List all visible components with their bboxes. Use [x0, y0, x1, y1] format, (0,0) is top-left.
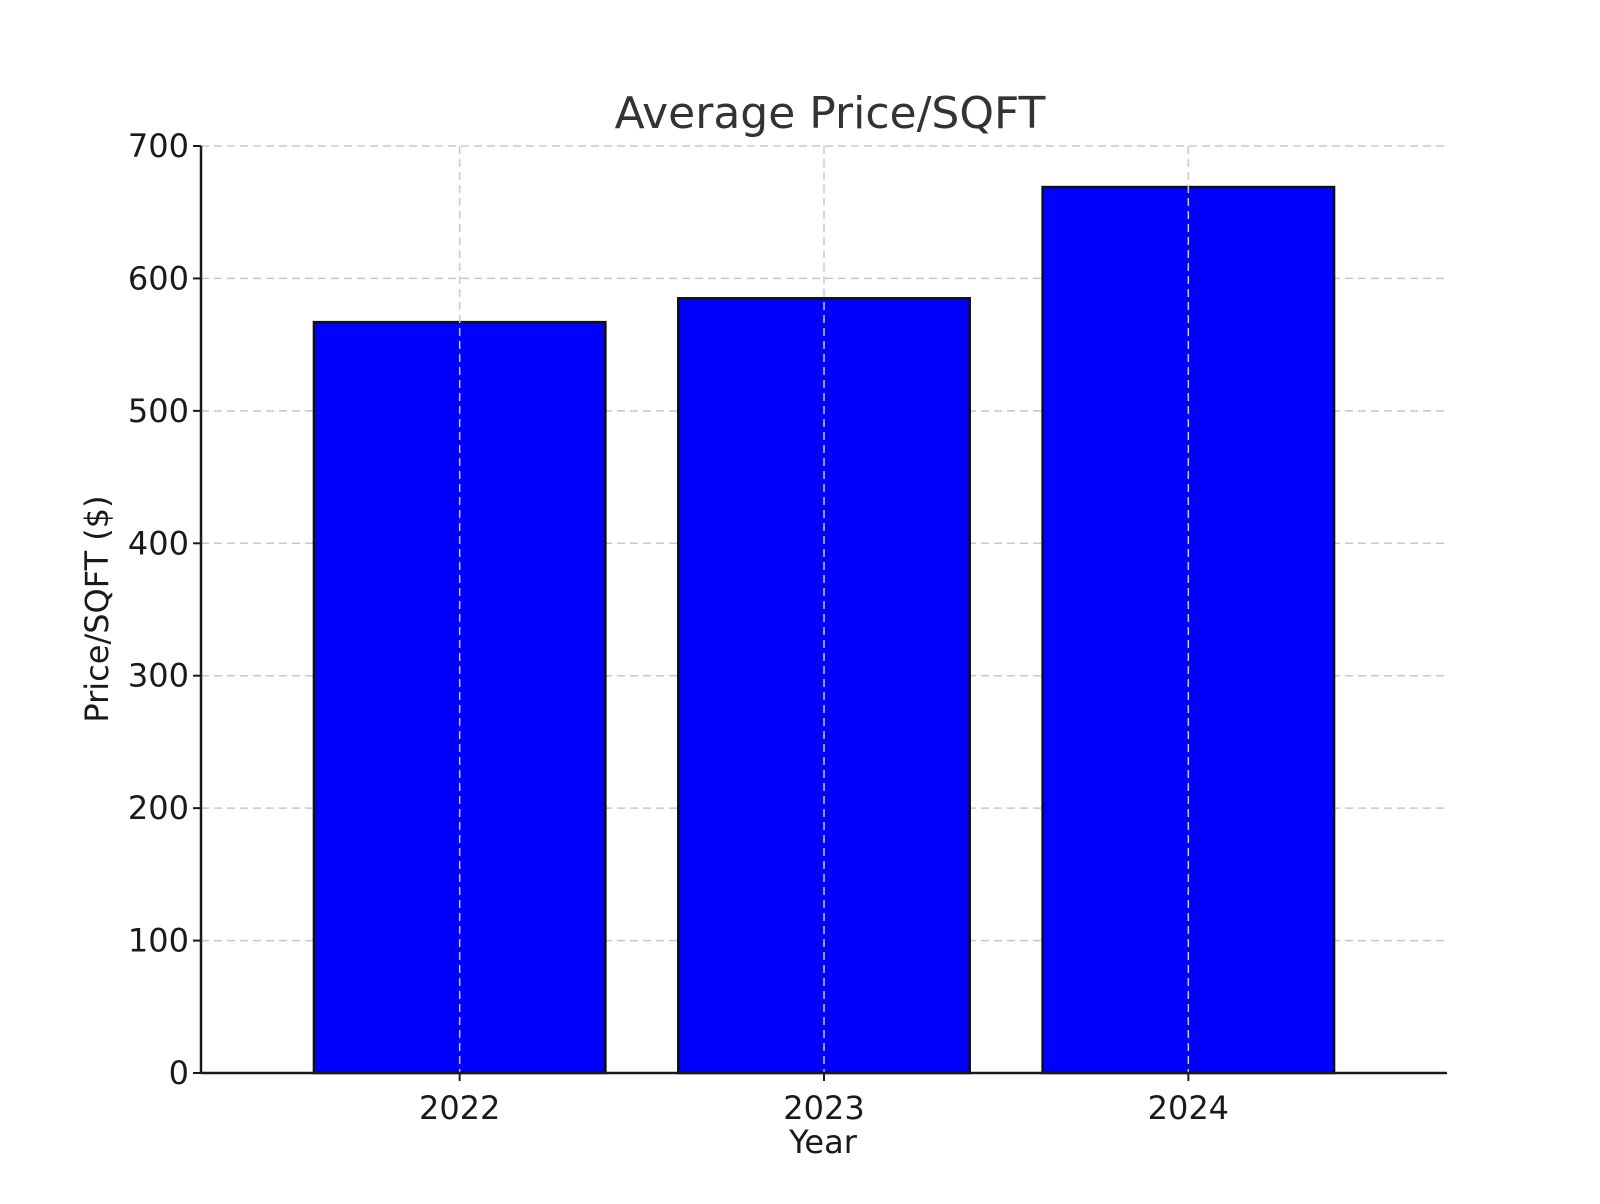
y-axis-label: Price/SQFT ($)	[78, 495, 116, 722]
bars	[312, 146, 1336, 1075]
tick-labels: 0 100 200 300 400 500 600 700 2022 2023 2024	[128, 127, 1229, 1127]
chart-title: Average Price/SQFT	[615, 88, 1046, 139]
x-axis-label: Year	[788, 1123, 858, 1161]
x-tick-label: 2022	[419, 1089, 500, 1127]
y-tick-label: 300	[128, 657, 189, 695]
axes	[193, 145, 1447, 1081]
x-tick-label: 2023	[783, 1089, 864, 1127]
y-tick-label: 100	[128, 922, 189, 960]
y-tick-label: 400	[128, 524, 189, 562]
y-tick-label: 0	[169, 1054, 189, 1092]
y-tick-label: 700	[128, 127, 189, 165]
y-tick-label: 200	[128, 789, 189, 827]
y-tick-label: 600	[128, 259, 189, 297]
y-tick-label: 500	[128, 392, 189, 430]
x-tick-label: 2024	[1148, 1089, 1229, 1127]
